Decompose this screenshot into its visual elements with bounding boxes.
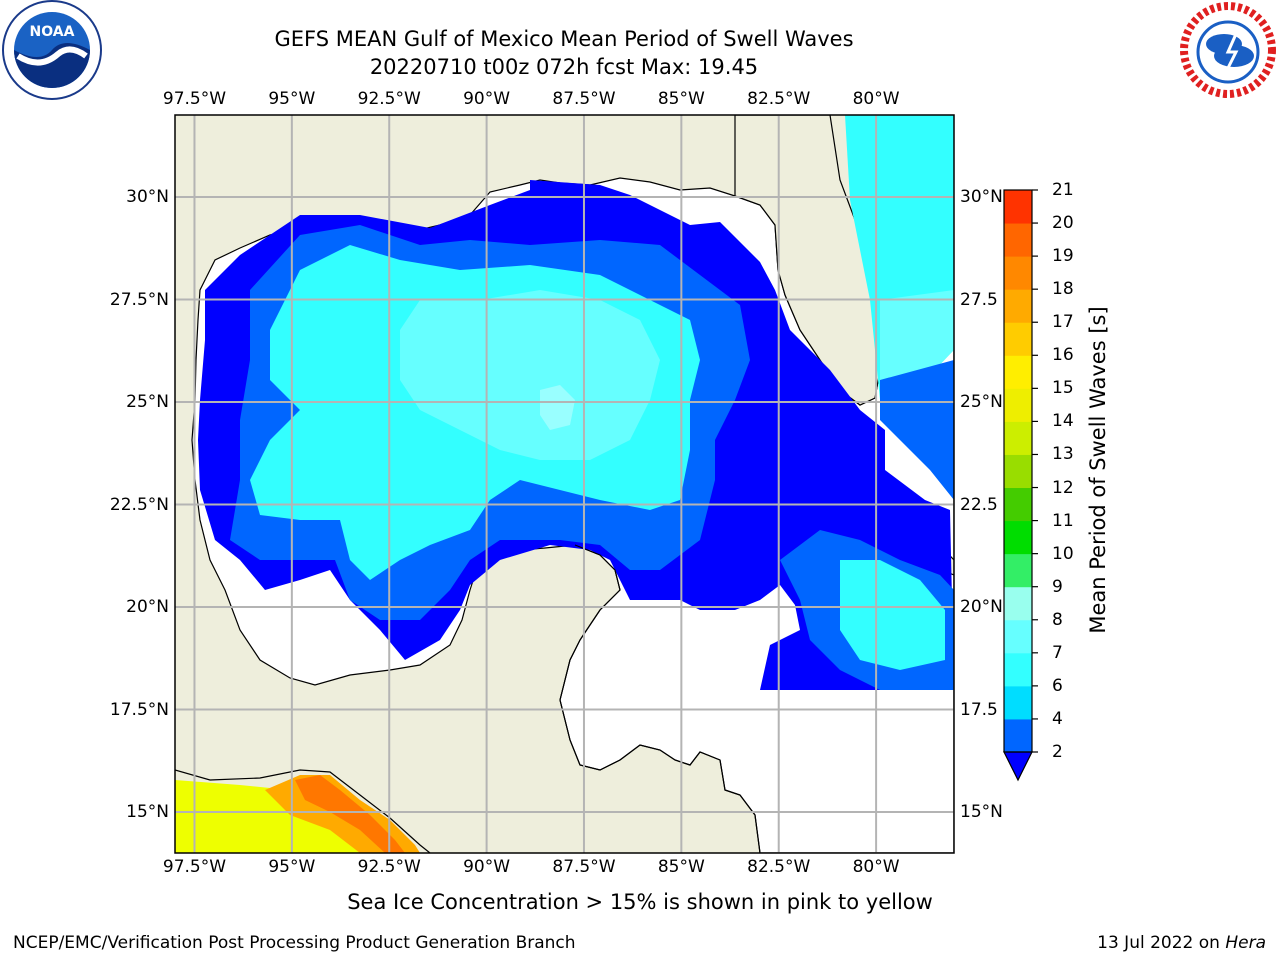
colorbar-under-arrow xyxy=(1003,751,1033,782)
colorbar-segment xyxy=(1004,355,1032,389)
lon-label-bottom: 82.5°W xyxy=(747,857,811,877)
colorbar-tick-label: 10 xyxy=(1052,543,1074,564)
coastline-central-america xyxy=(559,544,761,853)
colorbar-segment xyxy=(1004,322,1032,356)
colorbar-tick-label: 21 xyxy=(1052,180,1074,200)
colorbar-tick-label: 7 xyxy=(1052,642,1063,663)
colorbar-segment xyxy=(1004,388,1032,422)
noaa-logo: NOAA xyxy=(2,0,102,100)
lat-label-right: 20°N xyxy=(960,597,1003,617)
lon-label-top: 92.5°W xyxy=(357,89,421,109)
grid-lines xyxy=(175,115,954,853)
lat-label-left: 22.5°N xyxy=(109,494,169,515)
colorbar-segment xyxy=(1004,553,1032,588)
map-frame xyxy=(174,114,955,854)
lon-label-bottom: 90°W xyxy=(463,857,511,877)
colorbar-segment xyxy=(1004,454,1032,489)
colorbar-segment xyxy=(1004,487,1032,522)
sea-ice-note-text: Sea Ice Concentration > 15% is shown in … xyxy=(347,890,933,914)
date-text: 13 Jul 2022 on xyxy=(1097,933,1220,953)
chart-title: GEFS MEAN Gulf of Mexico Mean Period of … xyxy=(274,27,854,51)
lat-label-right: 27.5 xyxy=(960,289,998,310)
colorbar-segment xyxy=(1004,685,1032,720)
colorbar-segment xyxy=(1004,652,1032,687)
colorbar-tick-label: 13 xyxy=(1052,444,1074,465)
colorbar-tick-label: 8 xyxy=(1052,609,1063,630)
lon-label-top: 82.5°W xyxy=(747,89,811,109)
lon-label-bottom: 92.5°W xyxy=(357,857,421,877)
colorbar-tick-label: 20 xyxy=(1052,213,1074,234)
chart-subtitle: 20220710 t00z 072h fcst Max: 19.45 xyxy=(369,55,759,79)
colorbar-segment xyxy=(1004,421,1032,455)
colorbar-tick-label: 18 xyxy=(1052,279,1074,300)
colorbar-segment xyxy=(1004,718,1032,753)
colorbar-segment xyxy=(1004,586,1032,621)
lon-label-top: 80°W xyxy=(852,89,900,109)
date-line: 13 Jul 2022 on Hera xyxy=(1097,933,1266,953)
colorbar-frame xyxy=(1003,189,1033,753)
colorbar-segment xyxy=(1004,619,1032,654)
colorbar-tick-label: 6 xyxy=(1052,675,1063,696)
lon-label-bottom: 95°W xyxy=(268,857,316,877)
lon-label-bottom: 80°W xyxy=(852,857,900,877)
lon-label-top: 90°W xyxy=(463,89,511,109)
colorbar-tick-label: 9 xyxy=(1052,576,1063,597)
lon-label-bottom: 97.5°W xyxy=(162,857,227,877)
colorbar-tick-label: 14 xyxy=(1052,411,1074,432)
colorbar-segment xyxy=(1004,190,1032,224)
colorbar-tick-label: 4 xyxy=(1052,708,1063,729)
swell-region-atlantic-3 xyxy=(880,360,954,500)
lat-label-left: 17.5°N xyxy=(109,699,169,720)
colorbar-segment xyxy=(1004,223,1032,257)
machine-name: Hera xyxy=(1225,933,1266,953)
colorbar-segment xyxy=(1004,520,1032,555)
colorbar-segment xyxy=(1004,289,1032,323)
lon-label-top: 95°W xyxy=(268,89,316,109)
swell-region-7s xyxy=(400,290,660,460)
nws-logo xyxy=(1179,1,1277,99)
colorbar-segment xyxy=(1004,256,1032,290)
colorbar-tick-label: 16 xyxy=(1052,345,1074,366)
lon-label-top: 97.5°W xyxy=(162,89,227,109)
lat-label-right: 25°N xyxy=(960,392,1003,412)
colorbar-tick-label: 11 xyxy=(1052,510,1074,531)
svg-text:NOAA: NOAA xyxy=(30,24,75,40)
lat-label-right: 17.5 xyxy=(960,699,998,720)
lat-label-right: 30°N xyxy=(960,187,1003,207)
colorbar-label: Mean Period of Swell Waves [s] xyxy=(1086,306,1110,634)
lat-label-left: 27.5°N xyxy=(109,289,169,310)
colorbar-tick-label: 19 xyxy=(1052,246,1074,267)
colorbar-tick-label: 15 xyxy=(1052,378,1074,399)
credit-line: NCEP/EMC/Verification Post Processing Pr… xyxy=(13,933,576,953)
swell-region-8s xyxy=(540,385,575,430)
swell-region-6s-east xyxy=(840,560,945,670)
lon-label-bottom: 85°W xyxy=(657,857,705,877)
colorbar-tick-label: 17 xyxy=(1052,312,1074,333)
pacific-region-red-orange xyxy=(295,775,405,853)
colorbar-tick-label: 12 xyxy=(1052,477,1074,498)
sea-ice-note: Sea Ice Concentration > 15% is shown in … xyxy=(0,890,1280,914)
colorbar-tick-label: 2 xyxy=(1052,742,1063,762)
lon-label-top: 85°W xyxy=(657,89,705,109)
lat-label-left: 15°N xyxy=(126,802,169,822)
lat-label-left: 25°N xyxy=(126,392,169,412)
lat-label-right: 22.5 xyxy=(960,494,998,515)
lat-label-left: 30°N xyxy=(126,187,169,207)
lon-label-top: 87.5°W xyxy=(552,89,616,109)
lat-label-right: 15°N xyxy=(960,802,1003,822)
lon-label-bottom: 87.5°W xyxy=(552,857,616,877)
pacific-coast xyxy=(175,769,431,853)
lat-label-left: 20°N xyxy=(126,597,169,617)
